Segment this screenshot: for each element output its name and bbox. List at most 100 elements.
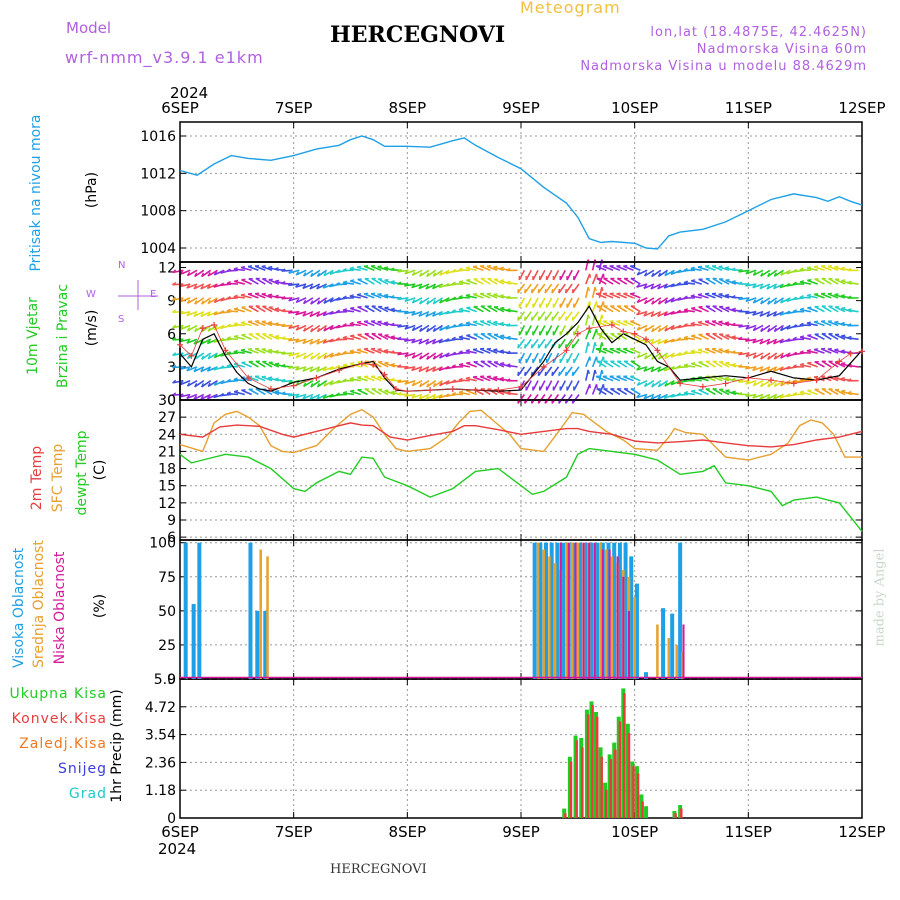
temp-ytick-label: 6 <box>167 530 176 546</box>
wind-arrowhead <box>274 307 280 310</box>
wind-arrowhead <box>500 279 505 282</box>
wind-arrow <box>233 295 245 299</box>
wind-arrowhead <box>571 344 574 349</box>
wind-arrowhead <box>792 391 797 395</box>
wind-arrowhead <box>779 284 784 289</box>
wind-arrow <box>759 393 771 400</box>
wind-arrow <box>309 366 321 373</box>
wind-arrowhead <box>683 335 688 339</box>
wind-arrowhead <box>785 310 790 315</box>
wind-arrow <box>752 352 764 359</box>
wind-arrowhead <box>172 324 177 329</box>
wind-arrowhead <box>233 377 238 381</box>
wind-arrow <box>813 265 825 272</box>
wind-arrow <box>309 283 321 290</box>
wind-arrow <box>558 338 566 349</box>
wind-arrow <box>349 350 361 354</box>
wind-arrow <box>465 377 477 382</box>
wind-arrowhead <box>651 300 655 305</box>
wind-arrowhead <box>745 297 750 302</box>
wind-arrowhead <box>718 348 723 351</box>
wind-arrowhead <box>302 272 307 277</box>
wind-arrow <box>545 380 553 391</box>
wind-arrowhead <box>323 382 327 387</box>
footer-title: HERCEGNOVI <box>330 862 427 877</box>
wind-arrowhead <box>439 326 443 331</box>
wind-arrowhead <box>506 363 511 367</box>
wind-arrow <box>426 297 437 305</box>
wind-arrowhead <box>785 282 790 287</box>
wind-arrowhead <box>792 351 797 356</box>
wind-arrowhead <box>194 300 198 305</box>
wind-arrowhead <box>636 354 641 359</box>
wind-arrow <box>370 320 382 327</box>
wind-arrow <box>827 265 839 272</box>
wind-arrowhead <box>840 321 845 325</box>
wind-arrow <box>559 297 567 309</box>
wind-arrow <box>254 265 266 272</box>
wind-arrowhead <box>731 322 736 326</box>
wind-arrow <box>357 389 368 396</box>
wind-arrow <box>350 307 361 313</box>
wind-arrow <box>377 333 389 340</box>
wind-arrowhead <box>657 367 661 373</box>
high-cloud-bar <box>572 542 577 679</box>
wind-arrowhead <box>377 375 382 378</box>
wind-arrow <box>630 360 641 368</box>
wind-arrowhead <box>411 311 415 316</box>
wind-arrow <box>799 324 811 327</box>
wind-arrowhead <box>220 380 224 385</box>
wind-arrowhead <box>295 394 299 398</box>
wind-arrowhead <box>172 296 177 301</box>
wind-arrow <box>493 361 505 368</box>
wind-arrow <box>288 269 300 274</box>
wind-arrow <box>248 305 259 313</box>
wind-arrow <box>404 324 416 330</box>
wind-arrowhead <box>194 327 198 332</box>
wind-arrow <box>752 283 764 289</box>
wind-arrow <box>609 375 621 382</box>
wind-arrowhead <box>530 316 533 321</box>
wind-arrowhead <box>194 382 198 388</box>
wind-arrow <box>691 390 702 396</box>
wind-arrow <box>262 360 273 368</box>
wind-arrowhead <box>451 324 456 328</box>
wind-arrow <box>551 283 560 294</box>
wind-arrow <box>752 310 764 316</box>
high-cloud-bar <box>544 542 549 679</box>
wind-arrow <box>226 310 239 313</box>
wind-arrowhead <box>207 272 211 277</box>
wind-arrowhead <box>458 322 463 326</box>
wind-arrow <box>411 338 423 344</box>
wind-arrowhead <box>724 376 730 380</box>
mid-cloud-bar <box>259 549 262 679</box>
wind-arrow <box>525 352 532 364</box>
compass-n: N <box>118 260 126 271</box>
wind-arrow <box>821 277 832 285</box>
wind-arrow <box>558 311 566 322</box>
wind-arrowhead <box>404 310 409 315</box>
wind-arrowhead <box>595 273 598 278</box>
wind-arrowhead <box>670 381 675 386</box>
wind-arrow <box>384 362 396 368</box>
convective-rain-bar <box>636 773 640 818</box>
wind-arrowhead <box>233 349 238 353</box>
wind-arrow <box>847 392 859 396</box>
wind-arrow <box>773 269 785 277</box>
wind-arrow <box>623 277 634 285</box>
wind-arrowhead <box>465 376 470 380</box>
wind-arrowhead <box>676 296 681 301</box>
high-cloud-bar <box>191 604 196 679</box>
wind-arrow <box>466 279 477 285</box>
wind-arrow <box>262 278 273 285</box>
wind-arrowhead <box>268 265 273 269</box>
wind-arrow <box>524 394 532 404</box>
wind-arrowhead <box>295 338 299 343</box>
wind-arrow <box>705 360 716 368</box>
wind-arrowhead <box>731 377 736 381</box>
wind-arrowhead <box>356 293 362 296</box>
wind-arrow <box>658 352 669 360</box>
wind-arrowhead <box>670 338 675 343</box>
cloud-ytick-label: 0 <box>167 672 176 688</box>
wind-arrowhead <box>309 285 313 290</box>
